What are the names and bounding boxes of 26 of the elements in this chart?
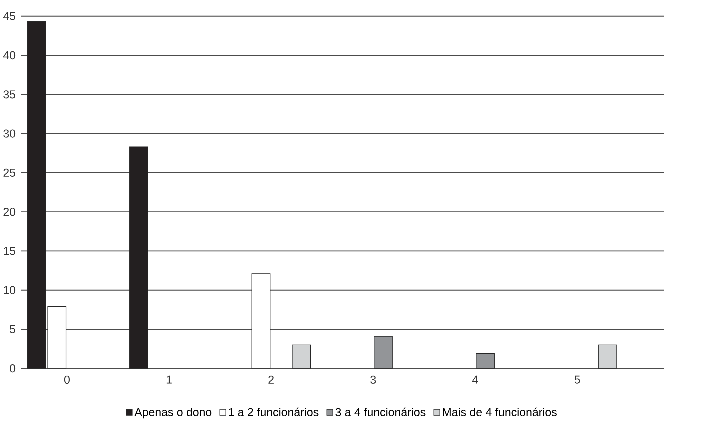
legend-label: 1 a 2 funcionários xyxy=(229,408,319,416)
bar xyxy=(374,336,393,369)
y-tick-label: 20 xyxy=(4,208,16,216)
y-tick-label: 0 xyxy=(10,364,16,373)
x-tick-label: 2 xyxy=(268,376,274,384)
x-tick-label: 4 xyxy=(472,376,478,384)
y-tick-label: 25 xyxy=(4,168,16,177)
y-tick-label: 5 xyxy=(10,325,16,334)
y-tick-label: 45 xyxy=(3,12,16,20)
x-tick-label: 3 xyxy=(370,376,376,384)
y-tick-label: 40 xyxy=(3,51,16,60)
y-tick-label: 30 xyxy=(4,130,16,138)
legend-label: Mais de 4 funcionários xyxy=(443,408,557,416)
bar xyxy=(598,344,618,369)
x-tick-label: 1 xyxy=(166,376,172,384)
y-tick-label: 10 xyxy=(4,286,16,294)
bar xyxy=(130,146,148,369)
y-tick-label: 15 xyxy=(4,247,16,256)
legend-label: Apenas o dono xyxy=(134,408,212,419)
bar xyxy=(476,353,495,369)
x-tick-label: 0 xyxy=(64,376,70,384)
bar xyxy=(252,274,271,369)
legend-label: 3 a 4 funcionários xyxy=(336,408,426,416)
x-tick-label: 5 xyxy=(574,376,580,384)
y-tick-label: 35 xyxy=(4,90,16,99)
bar xyxy=(292,344,312,369)
